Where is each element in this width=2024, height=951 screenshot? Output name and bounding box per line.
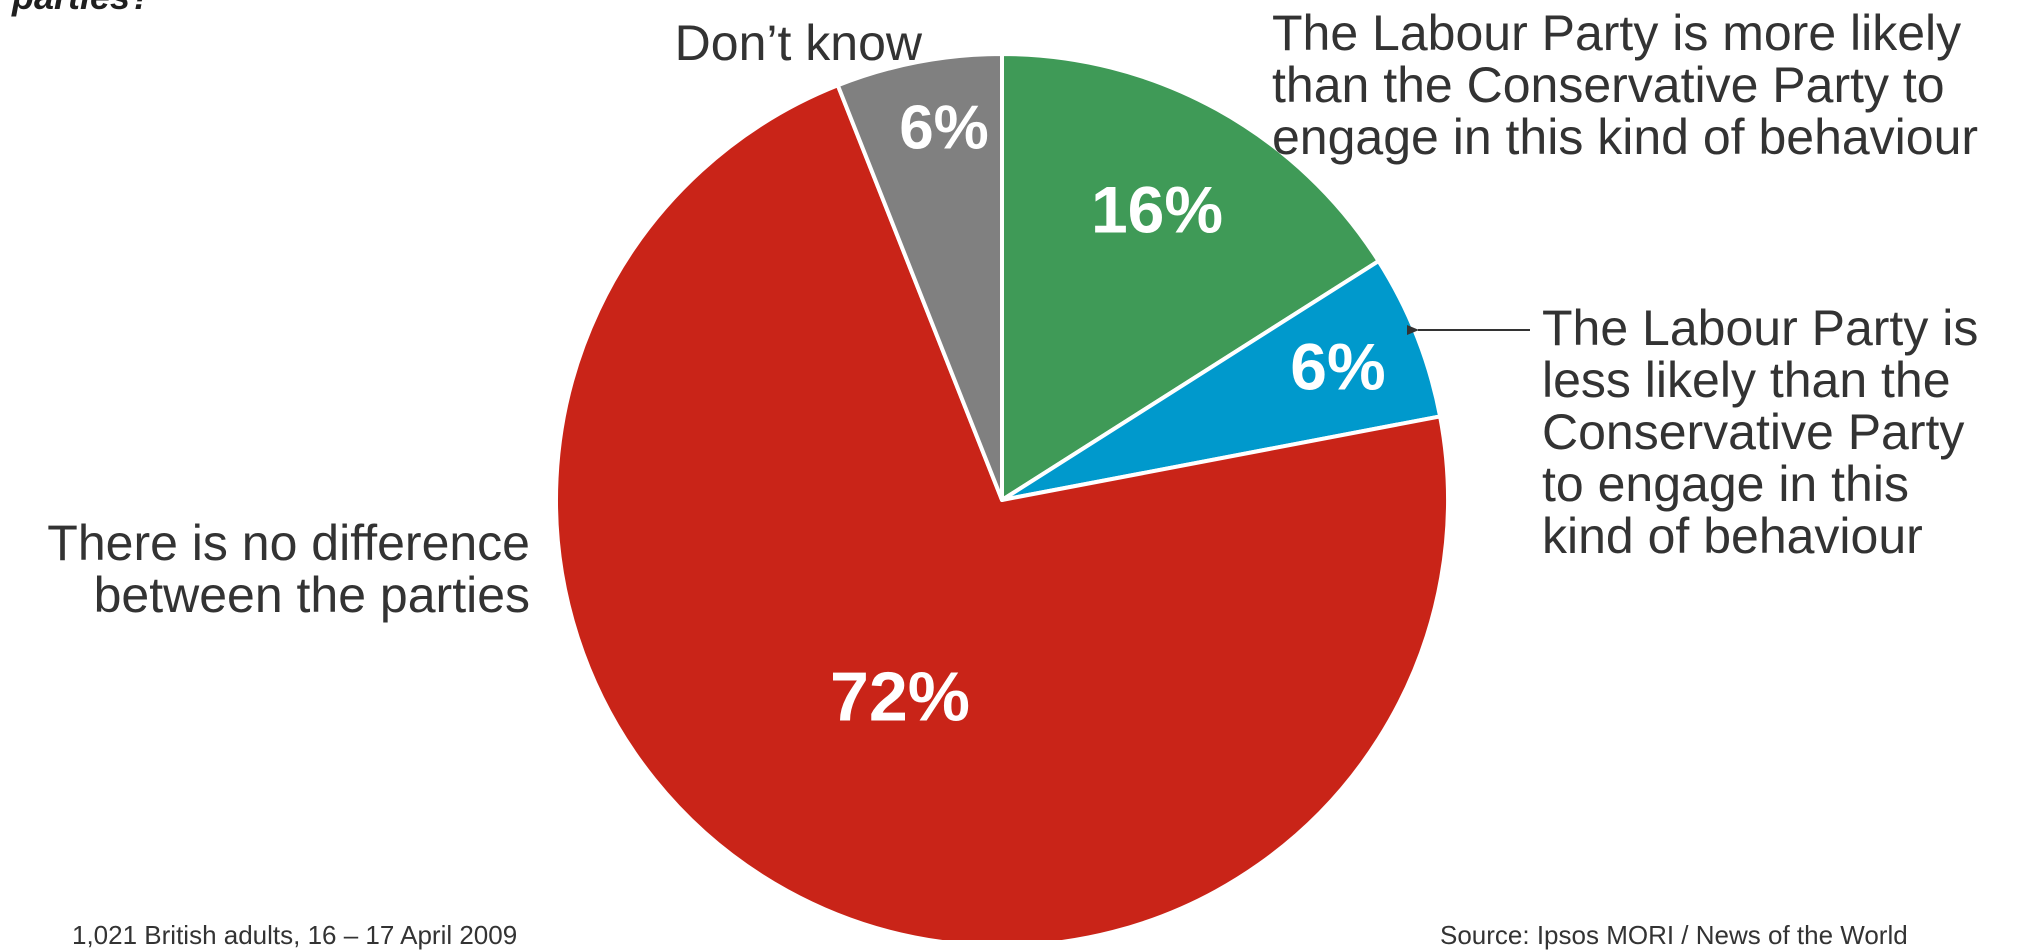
slice-category-label-line: The Labour Party is more likely (1272, 5, 1961, 61)
slice-category-label-4: Don’t know (675, 15, 923, 71)
footnote-source: Source: Ipsos MORI / News of the World (1440, 920, 1908, 950)
slice-value-label-4: 6% (899, 93, 989, 162)
slice-category-label-line: engage in this kind of behaviour (1272, 109, 1978, 165)
slice-category-label-line: kind of behaviour (1542, 508, 1923, 564)
pie-slice-3 (554, 83, 1450, 940)
slice-category-label-line: Don’t know (675, 15, 923, 71)
pie-slices (554, 52, 1450, 940)
pie-category-labels: The Labour Party is more likely than the … (47, 5, 1978, 623)
slice-category-label-3: There is no difference between the partie… (47, 515, 530, 623)
slice-value-label-3: 72% (830, 657, 970, 735)
slice-category-label-2: The Labour Party is less likely than the C… (1542, 300, 1978, 564)
chart-title-fragment: parties? (12, 0, 152, 18)
slice-value-label-1: 16% (1091, 172, 1223, 246)
pie-slice-1 (1000, 52, 1381, 502)
footnote-sample: 1,021 British adults, 16 – 17 April 2009 (72, 920, 518, 950)
slice-value-label-2: 6% (1290, 329, 1385, 403)
pie-value-labels: 16% 6% 72% 6% (830, 93, 1386, 735)
slice-category-label-line: Conservative Party (1542, 404, 1964, 460)
pie-slice-2 (1000, 259, 1443, 502)
slice-category-label-line: The Labour Party is (1542, 300, 1978, 356)
slice-category-label-line: than the Conservative Party to (1272, 57, 1945, 113)
slice-category-label-line: less likely than the (1542, 352, 1951, 408)
slice-category-label-line: to engage in this (1542, 456, 1909, 512)
slice-category-label-line: between the parties (94, 567, 530, 623)
pie-slice-4 (835, 52, 1004, 502)
slice-category-label-1: The Labour Party is more likely than the … (1272, 5, 1978, 165)
slice-category-label-line: There is no difference (47, 515, 530, 571)
